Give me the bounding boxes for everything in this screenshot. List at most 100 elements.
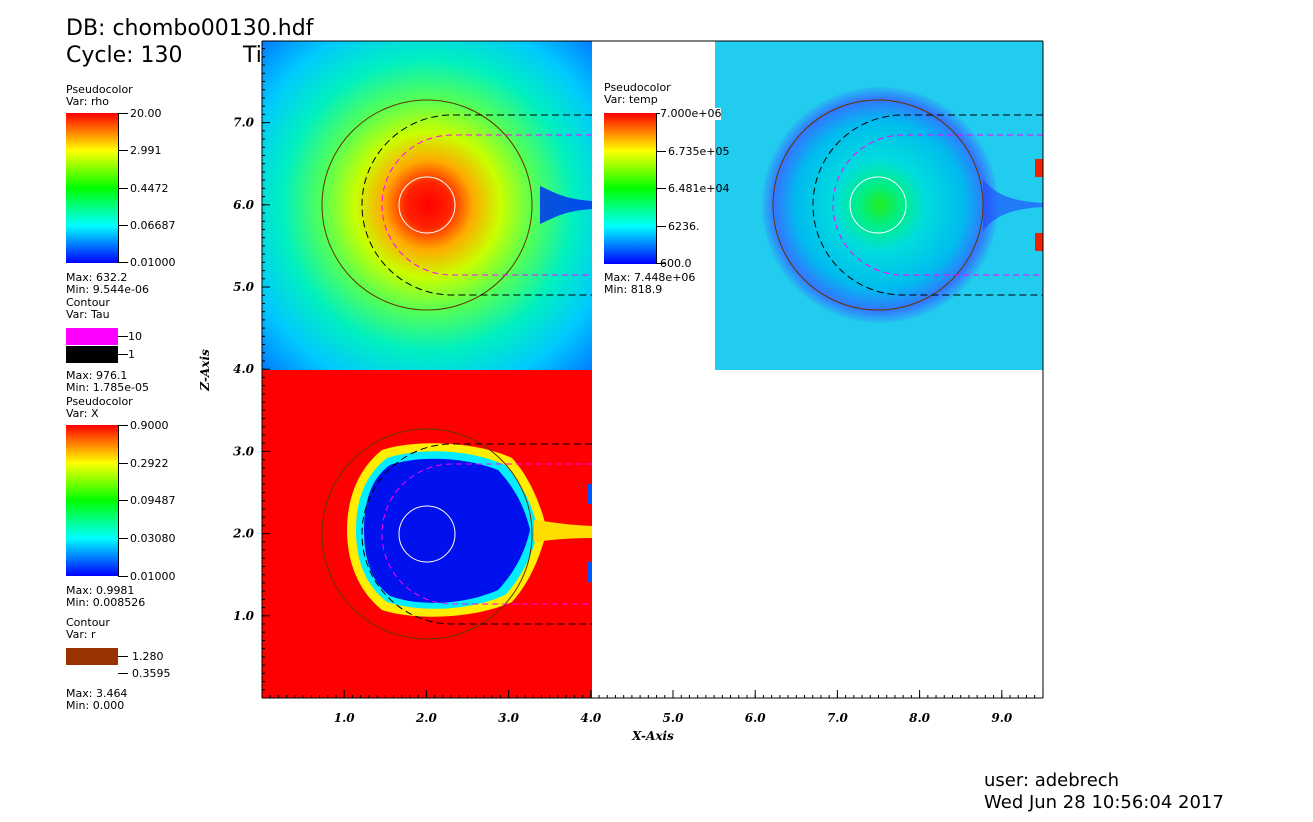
- tau-10-contour: [381, 463, 592, 605]
- y-tick-label: 3.0: [233, 444, 255, 458]
- legend-rho-tick-label: 2.991: [130, 144, 162, 157]
- legend-tau-level-label: 10: [128, 330, 142, 343]
- legend-x-tick: [118, 425, 128, 426]
- cycle-label: Cycle: 130: [66, 43, 183, 68]
- legend-x-colorbar: [66, 425, 118, 576]
- legend-x-tick: [118, 463, 128, 464]
- r-contour-outer: [321, 99, 533, 311]
- legend-x-tick: [118, 538, 128, 539]
- legend-temp-tick: [656, 188, 666, 189]
- legend-temp-tick-label: 6.735e+05: [668, 145, 730, 158]
- x-tick-label: 4.0: [580, 711, 602, 725]
- legend-rho-tick: [118, 150, 128, 151]
- legend-temp-tick-label: 6236.: [668, 220, 700, 233]
- legend-x-tick-label: 0.09487: [130, 494, 176, 507]
- y-tick-label: 6.0: [233, 198, 255, 212]
- user-label: user: adebrech: [984, 770, 1120, 791]
- legend-tau-min: Min: 1.785e-05: [66, 381, 149, 394]
- x-panel: [262, 370, 592, 698]
- x-axis-label: X-Axis: [631, 729, 674, 743]
- legend-r: Contour Var: r 1.280 0.3595 Max: 3.464 M…: [66, 617, 186, 717]
- database-title: DB: chombo00130.hdf: [66, 16, 314, 41]
- x-tick-label: 3.0: [498, 711, 520, 725]
- legend-r-swatch: [66, 648, 118, 665]
- x-tick-label: 9.0: [991, 711, 1013, 725]
- legend-x-tick: [118, 500, 128, 501]
- legend-temp-tick-label: 6.481e+04: [668, 182, 730, 195]
- legend-x-min: Min: 0.008526: [66, 596, 146, 609]
- legend-x-tick-label: 0.2922: [130, 457, 169, 470]
- temp-hotspot-lower: [1035, 233, 1043, 251]
- legend-temp-tick: [656, 151, 666, 152]
- legend-rho: Pseudocolor Var: rho 20.00 2.991 0.4472 …: [66, 84, 186, 299]
- legend-tau-max: Max: 976.1: [66, 369, 128, 382]
- legend-r-level-label: 1.280: [132, 650, 164, 663]
- legend-rho-tick: [118, 262, 128, 263]
- legend-r-tick: [118, 673, 128, 674]
- temp-wake: [983, 179, 1043, 231]
- y-tick-label: 7.0: [233, 116, 255, 130]
- legend-x-tick-label: 0.03080: [130, 532, 176, 545]
- x-tick-label: 1.0: [334, 711, 356, 725]
- tau-1-contour: [812, 114, 1043, 296]
- x-wake: [534, 520, 592, 542]
- x-axis-ticks: 1.0 2.0 3.0 4.0 5.0 6.0 7.0 8.0 9.0: [269, 690, 1044, 725]
- legend-temp-colorbar: [604, 113, 656, 264]
- legend-tau-tick: [118, 336, 128, 337]
- legend-temp-var: Var: temp: [604, 93, 658, 106]
- x-tick-label: 5.0: [663, 711, 685, 725]
- legend-rho-tick: [118, 225, 128, 226]
- legend-tau-tick: [118, 354, 128, 355]
- legend-temp-max: Max: 7.448e+06: [604, 271, 696, 284]
- r-contour-inner: [398, 505, 456, 563]
- y-axis-label: Z-Axis: [198, 349, 212, 392]
- legend-r-min: Min: 0.000: [66, 699, 125, 712]
- tau-1-contour: [361, 114, 592, 296]
- legend-temp-min: Min: 818.9: [604, 283, 663, 296]
- legend-r-level-label: 0.3595: [132, 667, 171, 680]
- legend-temp-tick-label: 600.0: [660, 257, 692, 270]
- legend-rho-colorbar: [66, 113, 118, 263]
- legend-rho-tick: [118, 188, 128, 189]
- r-contour-outer: [321, 428, 533, 640]
- legend-rho-max: Max: 632.2: [66, 271, 128, 284]
- legend-r-var: Var: r: [66, 628, 96, 641]
- x-tick-label: 8.0: [909, 711, 931, 725]
- legend-tau-var: Var: Tau: [66, 308, 110, 321]
- legend-rho-var: Var: rho: [66, 95, 109, 108]
- legend-rho-tick-label: 0.06687: [130, 219, 176, 232]
- rho-wake: [540, 186, 592, 224]
- legend-temp-tick: [656, 263, 666, 264]
- legend-x-var: Var: X: [66, 407, 99, 420]
- legend-r-tick: [118, 656, 128, 657]
- legend-rho-tick-label: 0.4472: [130, 182, 169, 195]
- legend-rho-type: Pseudocolor: [66, 83, 133, 96]
- r-contour-outer: [772, 99, 984, 311]
- x-edge-upper: [587, 484, 592, 504]
- r-contour-inner: [849, 176, 907, 234]
- legend-tau-type: Contour: [66, 296, 110, 309]
- temp-hotspot-upper: [1035, 159, 1043, 177]
- y-tick-label: 1.0: [233, 609, 255, 623]
- x-edge-lower: [587, 562, 592, 582]
- temp-panel: [715, 41, 1043, 370]
- y-axis-ticks: 1.0 2.0 3.0 4.0 5.0 6.0 7.0: [232, 48, 270, 691]
- timestamp-label: Wed Jun 28 10:56:04 2017: [984, 792, 1224, 813]
- tau-10-contour: [832, 134, 1043, 276]
- legend-rho-tick-label: 20.00: [130, 107, 162, 120]
- legend-tau-swatch-10: [66, 328, 118, 345]
- legend-rho-tick: [118, 113, 128, 114]
- y-tick-label: 5.0: [233, 280, 255, 294]
- legend-x: Pseudocolor Var: X 0.9000 0.2922 0.09487…: [66, 396, 186, 611]
- y-tick-label: 4.0: [233, 362, 255, 376]
- temp-field: [762, 87, 998, 323]
- legend-x-max: Max: 0.9981: [66, 584, 135, 597]
- x-tick-label: 6.0: [745, 711, 767, 725]
- x-tick-label: 7.0: [827, 711, 849, 725]
- legend-temp-tick: [656, 226, 666, 227]
- legend-r-max: Max: 3.464: [66, 687, 128, 700]
- legend-x-tick-label: 0.01000: [130, 570, 176, 583]
- legend-temp-type: Pseudocolor: [604, 81, 671, 94]
- legend-temp: Pseudocolor Var: temp 7.000e+06 6.735e+0…: [604, 81, 729, 297]
